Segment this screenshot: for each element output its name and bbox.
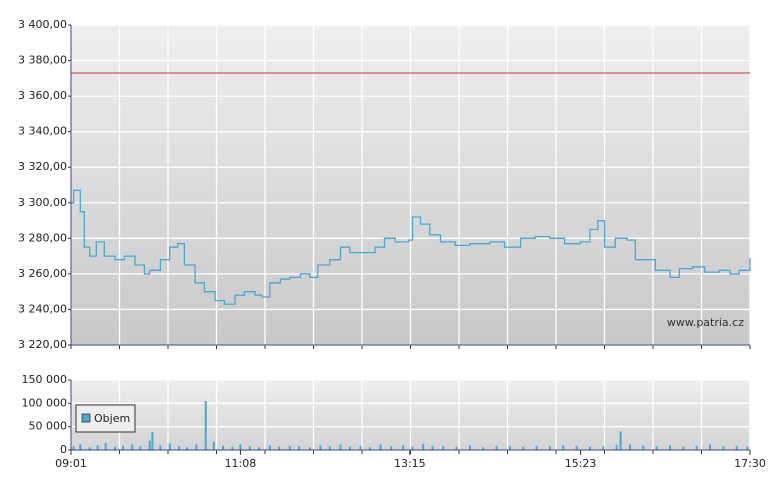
volume-bar — [122, 445, 125, 450]
volume-bar — [348, 446, 351, 450]
x-tick-label: 13:15 — [394, 457, 426, 470]
volume-bar — [212, 441, 215, 450]
volume-bar — [268, 445, 271, 450]
volume-bar — [151, 432, 154, 450]
volume-bar — [328, 446, 331, 450]
y-tick-label: 3 320,00 — [18, 160, 67, 173]
volume-bar — [204, 401, 207, 450]
volume-bar — [379, 444, 382, 450]
volume-bar — [195, 444, 198, 450]
volume-bar — [508, 446, 511, 450]
volume-bar — [562, 445, 565, 450]
volume-bar — [298, 446, 301, 450]
y-tick-label: 50 000 — [29, 420, 68, 433]
volume-bar — [455, 446, 458, 450]
watermark: www.patria.cz — [667, 316, 744, 329]
volume-bar — [339, 444, 342, 450]
volume-bar — [359, 445, 362, 450]
volume-bar — [422, 443, 425, 450]
volume-bar — [695, 445, 698, 450]
price-line — [71, 189, 751, 305]
volume-bar — [522, 446, 525, 450]
volume-bar — [628, 444, 631, 450]
volume-bar — [186, 447, 189, 450]
volume-bar — [468, 445, 471, 450]
volume-bar — [655, 446, 658, 450]
volume-bar — [278, 446, 281, 450]
y-tick-label: 3 400,00 — [18, 18, 67, 31]
y-tick-label: 3 280,00 — [18, 231, 67, 244]
volume-bar — [148, 440, 151, 450]
volume-bar — [411, 446, 414, 450]
volume-bar — [168, 443, 171, 450]
volume-bar — [575, 445, 578, 450]
volume-bar — [104, 443, 107, 450]
x-tick-label: 09:01 — [55, 457, 87, 470]
volume-bar — [431, 445, 434, 450]
volume-bar — [139, 446, 142, 450]
y-tick-label: 3 240,00 — [18, 302, 67, 315]
volume-bar — [482, 447, 485, 450]
y-tick-label: 3 380,00 — [18, 54, 67, 67]
volume-bar — [722, 446, 725, 450]
volume-bar — [368, 447, 371, 450]
y-tick-label: 100 000 — [22, 396, 68, 409]
volume-bar — [390, 446, 393, 450]
volume-bar — [178, 446, 181, 450]
x-tick-label: 11:08 — [225, 457, 257, 470]
volume-bar — [746, 446, 749, 450]
volume-bar — [668, 445, 671, 450]
legend-label: Objem — [94, 412, 130, 425]
volume-bar — [96, 445, 99, 450]
volume-bar — [548, 446, 551, 450]
volume-bar — [88, 447, 91, 450]
volume-bar — [114, 446, 117, 450]
volume-bar — [159, 445, 162, 450]
x-tick-label: 15:23 — [565, 457, 597, 470]
volume-bar — [735, 445, 738, 450]
volume-bar — [682, 446, 685, 450]
volume-bar — [495, 445, 498, 450]
volume-bar — [642, 445, 645, 450]
y-tick-label: 3 340,00 — [18, 125, 67, 138]
y-tick-label: 3 260,00 — [18, 267, 67, 280]
volume-bar — [258, 447, 261, 450]
volume-bar — [619, 431, 622, 450]
y-tick-label: 3 300,00 — [18, 196, 67, 209]
volume-bar — [535, 445, 538, 450]
volume-bar — [231, 446, 234, 450]
volume-bar — [602, 446, 605, 450]
volume-bar — [308, 447, 311, 450]
y-tick-label: 3 360,00 — [18, 89, 67, 102]
volume-bar — [708, 444, 711, 450]
volume-bar — [319, 445, 322, 450]
volume-bar — [222, 445, 225, 450]
x-tick-label: 17:30 — [734, 457, 766, 470]
y-tick-label: 3 220,00 — [18, 338, 67, 351]
volume-bar — [79, 444, 82, 450]
volume-bar — [248, 446, 251, 450]
y-tick-label: 0 — [60, 443, 67, 456]
y-tick-label: 150 000 — [22, 373, 68, 386]
legend-swatch — [81, 413, 91, 423]
volume-bar — [442, 446, 445, 450]
volume-bar — [72, 446, 75, 450]
volume-bar — [402, 445, 405, 450]
volume-bar — [615, 444, 618, 450]
volume-bar — [131, 444, 134, 450]
volume-bar — [288, 445, 291, 450]
volume-bar — [588, 446, 591, 450]
volume-bar — [239, 444, 242, 450]
